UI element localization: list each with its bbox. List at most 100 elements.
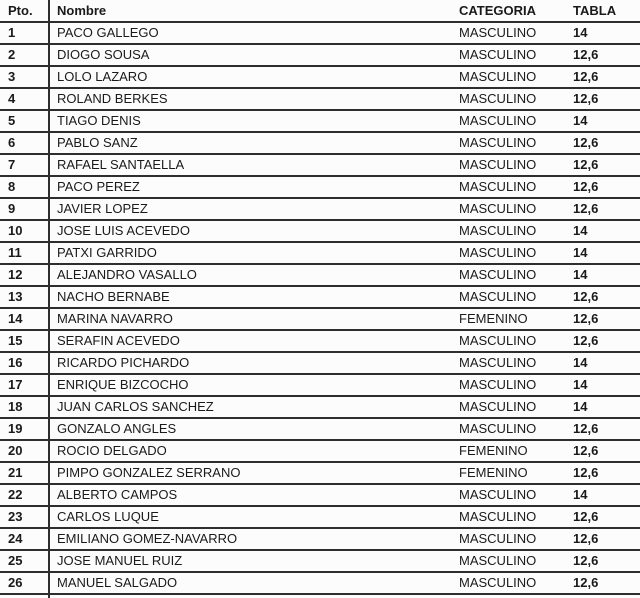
cell-category: MASCULINO	[459, 484, 572, 507]
cell-category: MASCULINO	[459, 374, 572, 397]
table-row: 16 RICARDO PICHARDO MASCULINO 14	[0, 352, 640, 375]
cell-name: ALEJANDRO VASALLO	[48, 264, 459, 287]
table-row: 23 CARLOS LUQUE MASCULINO 12,6	[0, 506, 640, 529]
cell-category: MASCULINO	[459, 396, 572, 419]
cell-tabla: 12,6	[572, 44, 640, 67]
cell-category: MASCULINO	[459, 418, 572, 441]
header-row: Pto. Nombre CATEGORIA TABLA	[0, 0, 640, 23]
cell-name: ENRIQUE BIZCOCHO	[48, 374, 459, 397]
cell-tabla: 14	[572, 484, 640, 507]
table-row: 15 SERAFIN ACEVEDO MASCULINO 12,6	[0, 330, 640, 353]
cell-rank: 12	[0, 264, 48, 287]
cell-rank: 15	[0, 330, 48, 353]
cell-name: TIAGO DENIS	[48, 110, 459, 133]
cell-tabla: 14	[572, 374, 640, 397]
col-header-nombre: Nombre	[48, 0, 459, 23]
cell-category: MASCULINO	[459, 330, 572, 353]
col-header-pto: Pto.	[0, 0, 48, 23]
cell-rank: 20	[0, 440, 48, 463]
cell-tabla: 14	[572, 220, 640, 243]
table-row: 12 ALEJANDRO VASALLO MASCULINO 14	[0, 264, 640, 287]
cell-name: PIMPO GONZALEZ SERRANO	[48, 462, 459, 485]
cell-category: FEMENINO	[459, 462, 572, 485]
table-row: 19 GONZALO ANGLES MASCULINO 12,6	[0, 418, 640, 441]
table-row: 14 MARINA NAVARRO FEMENINO 12,6	[0, 308, 640, 331]
cell-rank: 2	[0, 44, 48, 67]
table-row: 13 NACHO BERNABE MASCULINO 12,6	[0, 286, 640, 309]
cell-name: PACO GALLEGO	[48, 22, 459, 45]
cell-category: MASCULINO	[459, 352, 572, 375]
cell-rank: 13	[0, 286, 48, 309]
cell-name: RAFAEL SANTAELLA	[48, 154, 459, 177]
cell-tabla: 12,6	[572, 330, 640, 353]
table-row: 6 PABLO SANZ MASCULINO 12,6	[0, 132, 640, 155]
cell-tabla: 12,6	[572, 462, 640, 485]
cell-name: MARINA NAVARRO	[48, 308, 459, 331]
cell-category: MASCULINO	[459, 154, 572, 177]
cell-category: MASCULINO	[459, 132, 572, 155]
cell-category: MASCULINO	[459, 176, 572, 199]
cell-rank: 24	[0, 528, 48, 551]
cell-name: ROCIO DELGADO	[48, 440, 459, 463]
cell-name: ALBERTO CAMPOS	[48, 484, 459, 507]
cell-tabla: 12,6	[572, 198, 640, 221]
cell-rank: 26	[0, 572, 48, 595]
cell-name: ROLAND BERKES	[48, 88, 459, 111]
cell-name: JOSE MANUEL RUIZ	[48, 550, 459, 573]
cell-tabla: 12,6	[572, 572, 640, 595]
cell-rank: 25	[0, 550, 48, 573]
cell-rank: 16	[0, 352, 48, 375]
cell-category: MASCULINO	[459, 110, 572, 133]
cell-rank: 3	[0, 66, 48, 89]
cell-rank: 8	[0, 176, 48, 199]
cell-name: JUAN CARLOS SANCHEZ	[48, 396, 459, 419]
cell-rank: 17	[0, 374, 48, 397]
cell-rank: 11	[0, 242, 48, 265]
cell-category: FEMENINO	[459, 440, 572, 463]
cell-category: MASCULINO	[459, 88, 572, 111]
cell-name: GONZALO ANGLES	[48, 418, 459, 441]
column-divider-line	[48, 0, 50, 598]
cell-tabla: 14	[572, 242, 640, 265]
table-row: 18 JUAN CARLOS SANCHEZ MASCULINO 14	[0, 396, 640, 419]
cell-rank: 4	[0, 88, 48, 111]
cell-tabla: 12,6	[572, 440, 640, 463]
cell-category: MASCULINO	[459, 66, 572, 89]
cell-category: MASCULINO	[459, 242, 572, 265]
cell-name: SERAFIN ACEVEDO	[48, 330, 459, 353]
cell-rank: 6	[0, 132, 48, 155]
cell-tabla: 12,6	[572, 154, 640, 177]
cell-name: NACHO BERNABE	[48, 286, 459, 309]
cell-category: FEMENINO	[459, 308, 572, 331]
table-row: 24 EMILIANO GOMEZ-NAVARRO MASCULINO 12,6	[0, 528, 640, 551]
table-row: 3 LOLO LAZARO MASCULINO 12,6	[0, 66, 640, 89]
cell-tabla: 14	[572, 110, 640, 133]
cell-tabla: 12,6	[572, 88, 640, 111]
cell-category: MASCULINO	[459, 528, 572, 551]
cell-rank: 14	[0, 308, 48, 331]
cell-rank: 19	[0, 418, 48, 441]
table-row: 4 ROLAND BERKES MASCULINO 12,6	[0, 88, 640, 111]
cell-rank: 18	[0, 396, 48, 419]
cell-name: CARLOS LUQUE	[48, 506, 459, 529]
cell-rank: 23	[0, 506, 48, 529]
cell-tabla: 14	[572, 22, 640, 45]
table-row: 17 ENRIQUE BIZCOCHO MASCULINO 14	[0, 374, 640, 397]
cell-category: MASCULINO	[459, 572, 572, 595]
cell-name: PACO PEREZ	[48, 176, 459, 199]
table-row: 21 PIMPO GONZALEZ SERRANO FEMENINO 12,6	[0, 462, 640, 485]
cell-category: MASCULINO	[459, 44, 572, 67]
cell-tabla: 12,6	[572, 418, 640, 441]
cell-category: MASCULINO	[459, 264, 572, 287]
cell-rank: 5	[0, 110, 48, 133]
cell-tabla: 12,6	[572, 506, 640, 529]
cell-name: PATXI GARRIDO	[48, 242, 459, 265]
table-row: 8 PACO PEREZ MASCULINO 12,6	[0, 176, 640, 199]
cell-category: MASCULINO	[459, 22, 572, 45]
cell-tabla: 12,6	[572, 286, 640, 309]
table-row: 25 JOSE MANUEL RUIZ MASCULINO 12,6	[0, 550, 640, 573]
cell-name: PABLO SANZ	[48, 132, 459, 155]
cell-name: DIOGO SOUSA	[48, 44, 459, 67]
cell-tabla: 12,6	[572, 308, 640, 331]
